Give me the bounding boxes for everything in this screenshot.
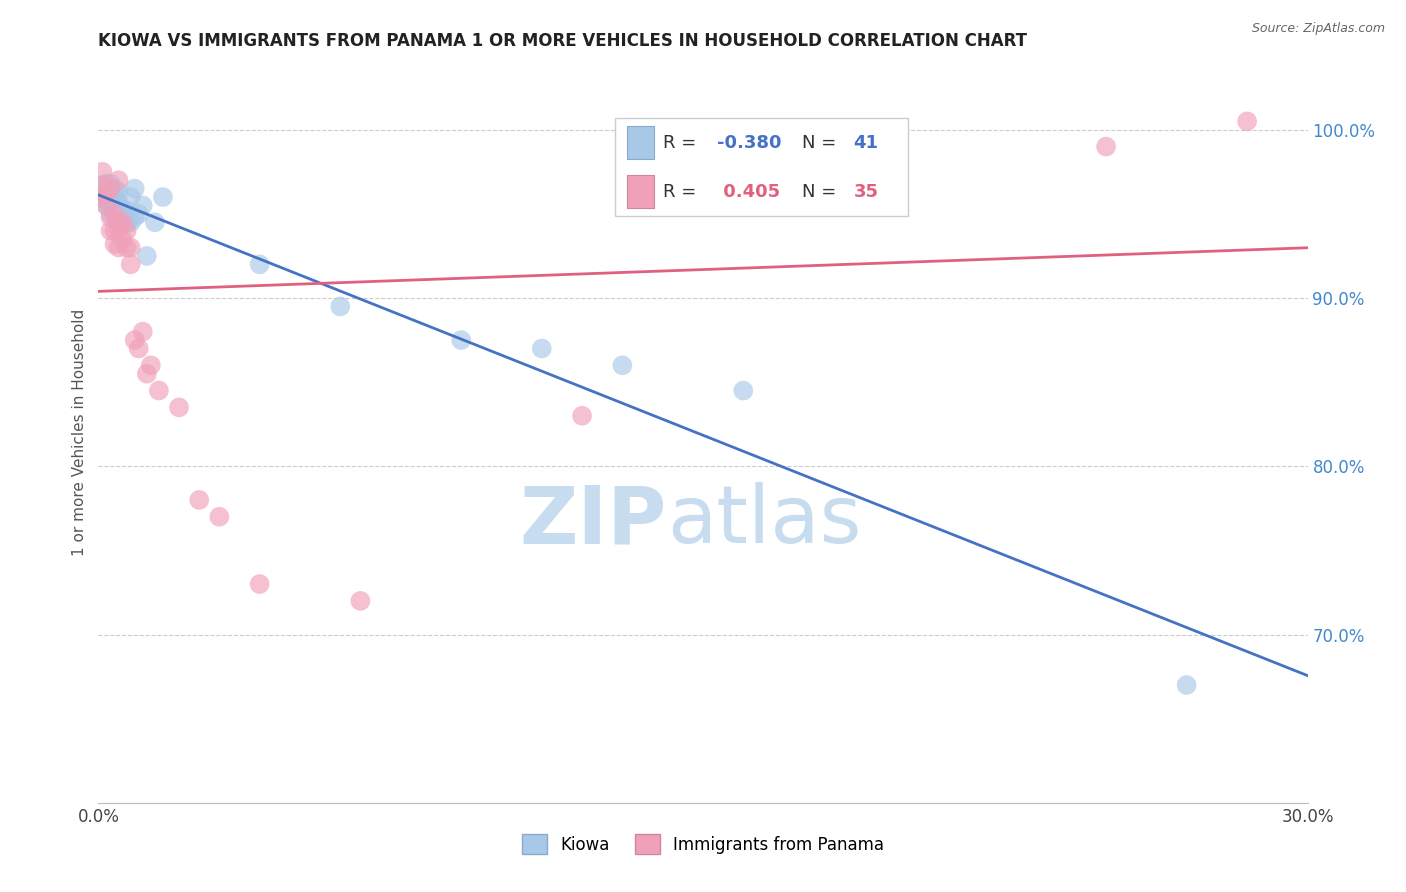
- Point: [91, 190, 114, 204]
- Point: [100, 177, 122, 191]
- Text: R =: R =: [664, 134, 702, 152]
- Point: [124, 211, 146, 225]
- Point: [100, 224, 122, 238]
- Point: [571, 409, 593, 423]
- Point: [100, 181, 122, 195]
- FancyBboxPatch shape: [614, 118, 908, 217]
- Point: [103, 181, 125, 195]
- Point: [1095, 139, 1118, 153]
- Point: [96, 177, 118, 191]
- Point: [208, 509, 231, 524]
- Point: [103, 207, 125, 221]
- Point: [96, 198, 118, 212]
- Text: 35: 35: [853, 183, 879, 201]
- Point: [91, 185, 114, 199]
- Point: [107, 215, 129, 229]
- Point: [132, 325, 155, 339]
- Point: [152, 190, 174, 204]
- Text: atlas: atlas: [666, 483, 860, 560]
- Point: [120, 241, 142, 255]
- Point: [91, 178, 114, 193]
- Point: [107, 241, 129, 255]
- Point: [115, 224, 138, 238]
- Point: [115, 241, 138, 255]
- Point: [100, 198, 122, 212]
- Point: [100, 190, 122, 204]
- Point: [167, 401, 190, 415]
- Text: N =: N =: [801, 134, 842, 152]
- Point: [120, 190, 142, 204]
- Point: [349, 594, 371, 608]
- Point: [103, 224, 125, 238]
- Point: [107, 202, 129, 216]
- Point: [1175, 678, 1198, 692]
- Point: [107, 224, 129, 238]
- Text: 0.405: 0.405: [717, 183, 780, 201]
- Point: [120, 257, 142, 271]
- Point: [135, 249, 157, 263]
- Point: [111, 215, 134, 229]
- Point: [103, 237, 125, 252]
- Point: [249, 577, 271, 591]
- Point: [139, 359, 162, 373]
- Text: N =: N =: [801, 183, 842, 201]
- FancyBboxPatch shape: [627, 127, 654, 159]
- FancyBboxPatch shape: [627, 176, 654, 208]
- Point: [91, 190, 114, 204]
- Point: [107, 207, 129, 221]
- Point: [107, 173, 129, 187]
- Point: [111, 202, 134, 216]
- Point: [124, 181, 146, 195]
- Point: [96, 186, 118, 201]
- Point: [103, 190, 125, 204]
- Legend: Kiowa, Immigrants from Panama: Kiowa, Immigrants from Panama: [516, 828, 890, 861]
- Point: [128, 342, 150, 356]
- Point: [100, 185, 122, 199]
- Point: [135, 367, 157, 381]
- Point: [120, 215, 142, 229]
- Point: [143, 215, 166, 229]
- Point: [124, 333, 146, 347]
- Point: [96, 194, 118, 208]
- Text: ZIP: ZIP: [519, 483, 666, 560]
- Point: [132, 198, 155, 212]
- Point: [103, 198, 125, 212]
- Text: 41: 41: [853, 134, 879, 152]
- Point: [107, 195, 129, 210]
- Point: [450, 333, 472, 347]
- Point: [115, 203, 138, 218]
- Point: [91, 178, 114, 193]
- Point: [128, 207, 150, 221]
- Point: [100, 211, 122, 225]
- Point: [530, 342, 553, 356]
- Point: [115, 215, 138, 229]
- Text: KIOWA VS IMMIGRANTS FROM PANAMA 1 OR MORE VEHICLES IN HOUSEHOLD CORRELATION CHAR: KIOWA VS IMMIGRANTS FROM PANAMA 1 OR MOR…: [98, 32, 1028, 50]
- Y-axis label: 1 or more Vehicles in Household: 1 or more Vehicles in Household: [72, 309, 87, 557]
- Point: [96, 198, 118, 212]
- Point: [111, 211, 134, 225]
- Text: -0.380: -0.380: [717, 134, 782, 152]
- Point: [329, 300, 352, 314]
- Point: [612, 359, 634, 373]
- Point: [249, 257, 271, 271]
- Point: [188, 492, 211, 507]
- Text: Source: ZipAtlas.com: Source: ZipAtlas.com: [1251, 22, 1385, 36]
- Point: [107, 185, 129, 199]
- Point: [148, 384, 170, 398]
- Point: [107, 215, 129, 229]
- Text: R =: R =: [664, 183, 702, 201]
- Point: [96, 186, 118, 201]
- Point: [733, 384, 755, 398]
- Point: [91, 165, 114, 179]
- Point: [111, 232, 134, 246]
- Point: [103, 207, 125, 221]
- Point: [100, 207, 122, 221]
- Point: [1236, 114, 1258, 128]
